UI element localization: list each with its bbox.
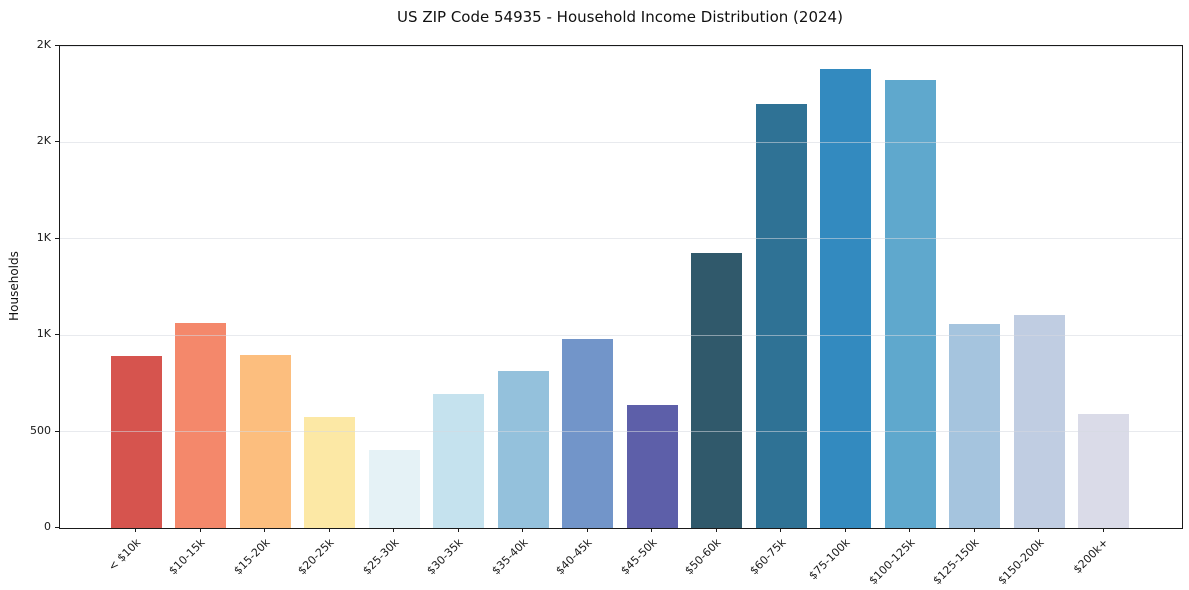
bar-150-200k [1013, 315, 1065, 528]
x-tick-label: $150-200k [995, 536, 1047, 588]
x-tick-label: $10-15k [166, 536, 208, 578]
x-tick-label: $125-150k [930, 536, 982, 588]
bar-125-150k [949, 324, 1000, 528]
x-tick-label: $45-50k [617, 536, 660, 578]
bar-10k [110, 356, 162, 528]
y-tick [55, 141, 59, 143]
x-tick-label: $50-60k [682, 536, 724, 578]
y-tick-label: 2K [36, 134, 51, 148]
y-tick [55, 237, 59, 239]
bar-20-25k [304, 416, 355, 528]
x-tick [522, 528, 523, 532]
x-tick-label: $35-40k [488, 536, 531, 578]
y-tick-label: 0 [44, 520, 51, 533]
x-tick [586, 528, 588, 532]
x-tick [973, 528, 975, 532]
x-tick [457, 528, 459, 532]
x-tick [780, 528, 781, 532]
y-axis-title: Households [7, 251, 21, 321]
y-tick [55, 527, 59, 528]
bar-25-30k [368, 449, 420, 528]
bar-35-40k [497, 370, 549, 528]
x-tick-label: $25-30k [359, 536, 402, 578]
x-tick [844, 528, 846, 532]
x-tick [135, 528, 136, 532]
x-tick [909, 528, 910, 532]
x-tick-label: $20-25k [295, 536, 337, 578]
y-tick [55, 334, 59, 336]
x-tick-label: $30-35k [424, 536, 466, 578]
y-tick-label: 2K [36, 38, 51, 51]
gridline [60, 334, 1182, 336]
bar-40-45k [562, 339, 613, 528]
x-tick-label: $75-100k [806, 536, 853, 583]
chart-title: US ZIP Code 54935 - Household Income Dis… [397, 8, 843, 26]
x-tick-label: $100-125k [866, 536, 918, 588]
plot-area [59, 45, 1183, 529]
x-tick [1102, 528, 1104, 532]
x-tick-label: $200k+ [1070, 536, 1111, 577]
x-tick [328, 528, 330, 532]
x-tick [199, 528, 201, 532]
bar-30-35k [433, 394, 484, 528]
bar-10-15k [175, 322, 226, 528]
y-tick-label: 1K [36, 230, 51, 244]
gridline [60, 238, 1182, 240]
y-tick [55, 430, 59, 432]
x-tick-label: $15-20k [230, 536, 273, 578]
x-tick [651, 528, 652, 532]
x-tick [1038, 528, 1039, 532]
gridline [60, 45, 1182, 47]
y-tick-label: 1K [36, 327, 51, 341]
bar-200k [1078, 414, 1129, 528]
bar-15-20k [239, 355, 291, 528]
x-tick-label: $40-45k [553, 536, 595, 578]
x-tick-label: $60-75k [746, 536, 789, 578]
y-tick [55, 45, 59, 46]
x-tick [393, 528, 394, 532]
gridline [60, 141, 1182, 143]
x-tick-label: < $10k [105, 536, 144, 574]
gridline [60, 431, 1182, 433]
bar-75-100k [820, 68, 871, 528]
x-tick [264, 528, 265, 532]
bar-100-125k [884, 79, 936, 528]
bar-60-75k [755, 104, 807, 528]
bar-45-50k [626, 404, 678, 528]
x-tick [715, 528, 717, 532]
bar-50-60k [691, 253, 742, 528]
y-tick-label: 500 [30, 423, 51, 437]
